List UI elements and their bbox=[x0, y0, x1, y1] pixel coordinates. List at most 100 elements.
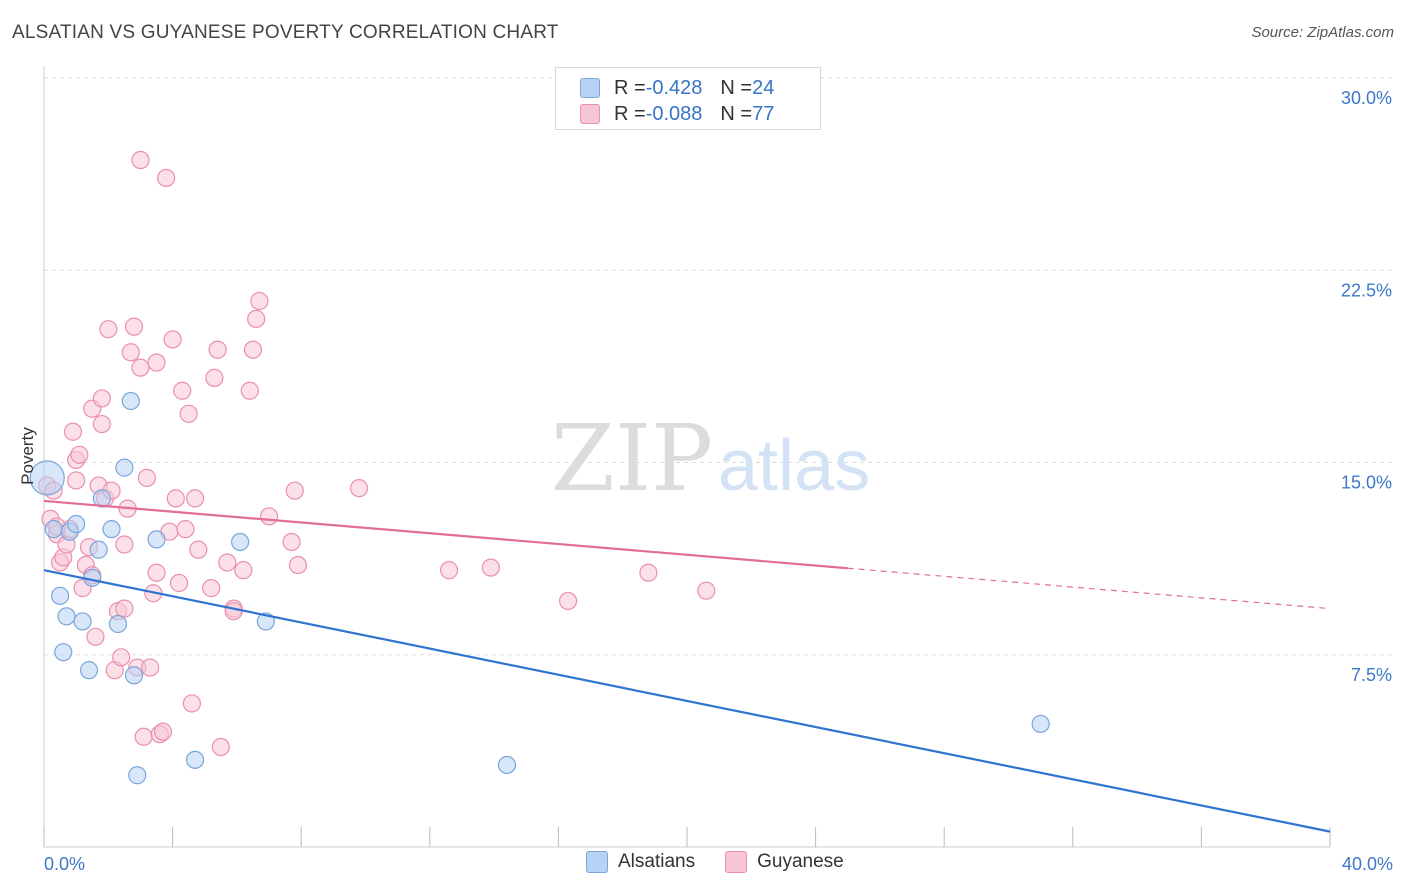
guyanese-point bbox=[243, 340, 263, 359]
guyanese-point bbox=[131, 358, 150, 377]
guyanese-swatch bbox=[580, 104, 600, 124]
guyanese-point bbox=[166, 489, 185, 508]
guyanese-swatch bbox=[725, 851, 748, 873]
guyanese-point bbox=[182, 694, 201, 713]
guyanese-point bbox=[121, 343, 140, 362]
correlation-legend: R = -0.428 N = 24 R = -0.088 N = 77 bbox=[555, 67, 821, 130]
guyanese-point bbox=[208, 340, 227, 359]
guyanese-point bbox=[134, 727, 153, 746]
guyanese-point bbox=[250, 291, 269, 311]
alsatians-point bbox=[124, 666, 144, 685]
guyanese-point bbox=[112, 648, 131, 667]
y-tick-label: 30.0% bbox=[1341, 88, 1392, 108]
guyanese-point bbox=[140, 658, 160, 677]
legend-r-label: R = bbox=[614, 102, 646, 125]
legend-n-value: 77 bbox=[752, 102, 775, 125]
guyanese-point bbox=[697, 581, 716, 600]
alsatians-point bbox=[57, 607, 76, 626]
alsatians-point bbox=[79, 661, 99, 680]
guyanese-point bbox=[259, 507, 279, 526]
y-tick-label: 22.5% bbox=[1341, 280, 1392, 300]
legend-r-label: R = bbox=[614, 76, 646, 99]
legend-r-value: -0.088 bbox=[645, 102, 703, 125]
y-tick-label: 15.0% bbox=[1341, 473, 1392, 493]
legend-label-alsatians: Alsatians bbox=[618, 851, 696, 872]
guyanese-point bbox=[147, 563, 166, 582]
guyanese-point bbox=[92, 414, 111, 434]
legend-row-alsatians: R = -0.428 N = 24 bbox=[580, 76, 774, 100]
guyanese-point bbox=[285, 481, 304, 500]
guyanese-point bbox=[63, 422, 83, 441]
guyanese-point bbox=[169, 573, 189, 593]
alsatians-point bbox=[231, 532, 250, 552]
guyanese-point bbox=[92, 389, 111, 408]
guyanese-point bbox=[224, 602, 243, 621]
guyanese-point bbox=[205, 368, 224, 388]
guyanese-point bbox=[349, 479, 369, 498]
guyanese-point bbox=[247, 309, 266, 329]
series-legend: Alsatians Guyanese bbox=[586, 851, 874, 873]
guyanese-point bbox=[86, 627, 105, 646]
alsatians-point bbox=[44, 520, 63, 539]
guyanese-point bbox=[186, 489, 205, 508]
alsatians-point bbox=[54, 643, 73, 662]
watermark-atlas: atlas bbox=[718, 426, 870, 506]
watermark-zip: ZIP bbox=[551, 405, 713, 512]
alsatians-swatch bbox=[586, 851, 608, 873]
guyanese-point bbox=[288, 555, 308, 575]
legend-item-guyanese[interactable]: Guyanese bbox=[725, 851, 844, 873]
guyanese-point bbox=[179, 404, 198, 423]
guyanese-point bbox=[147, 353, 166, 372]
guyanese-point bbox=[163, 330, 182, 349]
guyanese-point bbox=[131, 150, 150, 170]
guyanese-point bbox=[439, 561, 459, 580]
y-axis-title: Poverty bbox=[18, 427, 37, 485]
watermark: ZIP atlas bbox=[551, 405, 870, 512]
alsatians-point bbox=[186, 750, 205, 769]
guyanese-point bbox=[70, 445, 89, 464]
guyanese-point bbox=[124, 317, 144, 336]
axis-labels: 7.5% 15.0% 22.5% 30.0% 0.0% 40.0% Poverty bbox=[18, 88, 1393, 874]
guyanese-point bbox=[115, 535, 134, 554]
alsatians-point bbox=[67, 514, 86, 534]
legend-r-value: -0.428 bbox=[645, 76, 703, 99]
legend-row-guyanese: R = -0.088 N = 77 bbox=[580, 102, 774, 126]
gridlines bbox=[44, 77, 1392, 656]
guyanese-point bbox=[282, 532, 301, 552]
alsatians-point bbox=[108, 614, 128, 634]
x-tick-label: 0.0% bbox=[44, 854, 85, 874]
guyanese-point bbox=[157, 168, 176, 188]
guyanese-point bbox=[153, 722, 173, 741]
legend-n-label: N = bbox=[720, 102, 753, 125]
guyanese-trend-extension bbox=[847, 567, 1331, 610]
guyanese-point bbox=[99, 320, 118, 339]
alsatians-point bbox=[50, 586, 70, 605]
legend-item-alsatians[interactable]: Alsatians bbox=[586, 851, 695, 873]
axes bbox=[43, 66, 1331, 848]
guyanese-point bbox=[173, 381, 192, 400]
alsatians-point bbox=[147, 530, 166, 549]
guyanese-point bbox=[558, 591, 578, 611]
chart-source: Source: ZipAtlas.com bbox=[1251, 24, 1394, 41]
alsatians-point bbox=[497, 755, 517, 775]
legend-n-value: 24 bbox=[752, 76, 775, 99]
alsatians-point bbox=[29, 460, 65, 496]
alsatians-point bbox=[1031, 714, 1050, 734]
guyanese-trend-line bbox=[43, 499, 848, 570]
guyanese-point bbox=[202, 579, 221, 598]
chart-title: ALSATIAN VS GUYANESE POVERTY CORRELATION… bbox=[12, 22, 559, 43]
guyanese-point bbox=[481, 558, 500, 577]
legend-label-guyanese: Guyanese bbox=[757, 851, 844, 872]
alsatians-point bbox=[115, 458, 134, 477]
legend-n-label: N = bbox=[720, 76, 753, 99]
guyanese-point bbox=[234, 561, 253, 580]
guyanese-point bbox=[67, 471, 86, 490]
y-tick-label: 7.5% bbox=[1351, 665, 1392, 685]
alsatians-trend-line bbox=[43, 569, 1331, 833]
guyanese-point bbox=[218, 553, 237, 572]
alsatians-point bbox=[102, 520, 121, 539]
data-points bbox=[29, 150, 1050, 785]
x-tick-label: 40.0% bbox=[1342, 854, 1393, 874]
alsatians-swatch bbox=[580, 78, 600, 98]
